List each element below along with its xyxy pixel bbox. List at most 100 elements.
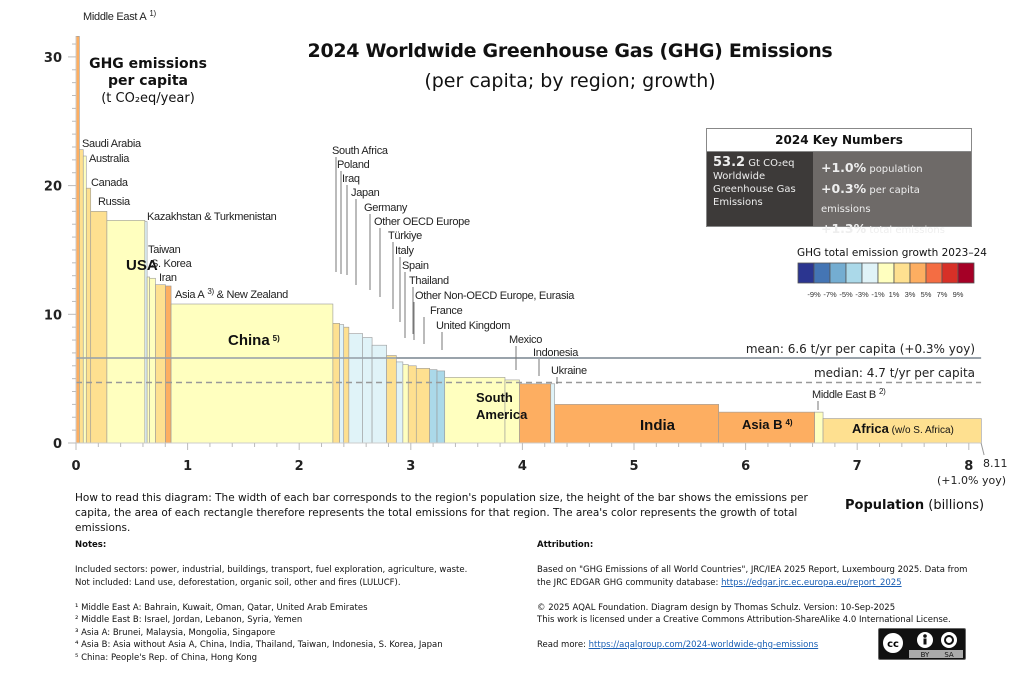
key-total-unit: Gt CO₂eq xyxy=(748,158,795,169)
region-name: Asia B xyxy=(742,417,782,432)
region-label: United Kingdom xyxy=(436,320,510,332)
x-axis-title-bold: Population xyxy=(845,498,925,513)
bar-italy xyxy=(395,361,404,444)
key-numbers-box: 2024 Key Numbers 53.2 Gt CO₂eq Worldwide… xyxy=(706,128,972,236)
chart-title: 2024 Worldwide Greenhouse Gas (GHG) Emis… xyxy=(307,40,833,62)
region-label-line: America xyxy=(476,407,528,422)
legend-label: -1% xyxy=(871,290,885,299)
bar-ukraine xyxy=(550,383,555,444)
region-name: Asia A xyxy=(175,289,205,301)
legend-label: 7% xyxy=(937,290,948,299)
region-label: Mexico xyxy=(509,334,542,346)
region-label: Taiwan xyxy=(148,244,181,256)
bar-taiwan xyxy=(146,276,150,444)
chart-subtitle: (per capita; by region; growth) xyxy=(424,70,716,92)
attribution-title: Attribution: xyxy=(537,540,594,550)
footnote: ² Middle East B: Israel, Jordan, Lebanon… xyxy=(75,615,303,625)
legend-swatch xyxy=(813,262,831,284)
region-footnote: 3) xyxy=(207,287,214,296)
legend-swatch xyxy=(829,262,847,284)
x-axis-unit: (billions) xyxy=(928,498,985,513)
region-name: S. Korea xyxy=(151,258,193,270)
x-end-leader xyxy=(980,442,985,456)
notes-excluded: Not included: Land use, deforestation, o… xyxy=(75,577,401,588)
read-more-link[interactable]: https://aqalgroup.com/2024-worldwide-ghg… xyxy=(588,640,819,650)
region-suffix: & New Zealand xyxy=(214,289,288,301)
bar-china xyxy=(170,303,334,444)
legend-swatch xyxy=(861,262,879,284)
legend-label: 9% xyxy=(953,290,964,299)
region-label: Asia B 4) xyxy=(742,417,793,432)
region-name: Mexico xyxy=(509,334,542,346)
bar-germany xyxy=(362,337,373,444)
footnote: ³ Asia A: Brunei, Malaysia, Mongolia, Si… xyxy=(75,627,276,638)
region-label: Iraq xyxy=(342,173,360,185)
region-label: Asia A 3) & New Zealand xyxy=(175,287,288,301)
region-name: Kazakhstan & Turkmenistan xyxy=(147,211,277,223)
region-label: Canada xyxy=(91,177,129,189)
notes-title: Notes: xyxy=(75,540,107,550)
bar-india xyxy=(554,404,720,444)
region-footnote: 5) xyxy=(273,334,280,343)
bar-poland xyxy=(339,324,345,444)
region-name: France xyxy=(430,305,463,317)
legend-swatch xyxy=(893,262,911,284)
mean-label: mean: 6.6 t/yr per capita (+0.3% yoy) xyxy=(746,342,975,356)
legend-swatch xyxy=(797,262,815,284)
region-name: Japan xyxy=(351,187,380,199)
x-end-label: 8.11 xyxy=(983,457,1008,470)
region-label: Other Non-OECD Europe, Eurasia xyxy=(415,290,575,302)
region-name: Taiwan xyxy=(148,244,181,256)
x-tick-label: 0 xyxy=(71,459,80,474)
x-tick-label: 6 xyxy=(741,459,750,474)
legend-swatch xyxy=(925,262,943,284)
region-label: Australia xyxy=(89,153,130,165)
region-name: Türkiye xyxy=(388,230,422,242)
attribution-source: Based on "GHG Emissions of all World Cou… xyxy=(537,565,968,588)
region-suffix: (w/o S. Africa) xyxy=(889,425,954,436)
region-name: Russia xyxy=(98,196,131,208)
bar-canada xyxy=(85,187,92,444)
region-label: South America xyxy=(476,390,528,422)
region-name: Indonesia xyxy=(533,347,579,359)
cc-license-badge[interactable]: cc BY SA xyxy=(878,628,966,660)
region-footnote: 4) xyxy=(785,418,792,427)
region-label: USA xyxy=(126,257,158,274)
region-name: South Africa xyxy=(332,145,389,157)
bar-south-america xyxy=(444,377,506,444)
region-label: Saudi Arabia xyxy=(82,138,142,150)
footnote: ¹ Middle East A: Bahrain, Kuwait, Oman, … xyxy=(75,602,368,613)
bar-iraq xyxy=(343,326,350,444)
region-label: Ukraine xyxy=(551,365,587,377)
source-link[interactable]: https://edgar.jrc.ec.europa.eu/report_20… xyxy=(721,577,902,588)
y-tick-label: 10 xyxy=(44,308,62,323)
x-axis-title: Population (billions) xyxy=(845,498,984,513)
bar-middle-east-b xyxy=(814,411,824,444)
region-label: S. Korea xyxy=(151,258,193,270)
footnote: ⁵ China: People's Rep. of China, Hong Ko… xyxy=(75,652,258,663)
key-label: per capita emissions xyxy=(821,185,920,215)
region-name: Ukraine xyxy=(551,365,587,377)
key-growth-item: +0.3% per capita emissions xyxy=(821,179,963,219)
region-name: Middle East B xyxy=(812,389,876,401)
x-tick-label: 5 xyxy=(629,459,638,474)
bar-thailand xyxy=(407,365,417,444)
region-label: France xyxy=(430,305,463,317)
x-tick-label: 7 xyxy=(853,459,862,474)
region-name: China xyxy=(228,332,270,349)
y-axis-title: GHG emissions per capita (t CO₂eq/year) xyxy=(88,56,208,107)
region-name: Italy xyxy=(395,245,414,257)
attribution: Attribution: Based on "GHG Emissions of … xyxy=(537,539,977,652)
x-tick-label: 1 xyxy=(183,459,192,474)
region-name: Other Non-OECD Europe, Eurasia xyxy=(415,290,575,302)
key-growth-list: +1.0% population +0.3% per capita emissi… xyxy=(813,152,971,236)
key-growth-item: +1.0% population xyxy=(821,158,963,179)
bar-asia-a xyxy=(165,285,172,444)
region-label: Türkiye xyxy=(388,230,422,242)
key-label: total emissions xyxy=(869,225,945,236)
region-name: Poland xyxy=(337,159,370,171)
x-tick-label: 3 xyxy=(406,459,415,474)
bar-other-oecd-europe xyxy=(371,344,387,444)
bar-s-korea xyxy=(149,277,156,444)
region-name: Germany xyxy=(364,202,408,214)
